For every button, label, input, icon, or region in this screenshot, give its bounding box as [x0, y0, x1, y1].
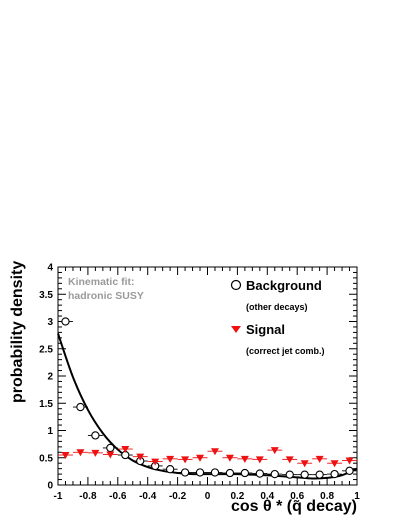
x-tick-label: 0.2: [230, 491, 244, 502]
y-tick-label: 4: [47, 263, 53, 274]
signal-point: [61, 452, 70, 460]
y-tick-label: 3.5: [39, 290, 53, 301]
x-tick-label: 0.8: [320, 491, 334, 502]
signal-point: [121, 446, 130, 454]
x-tick-label: -1: [54, 491, 63, 502]
background-point: [255, 469, 264, 478]
signal-point: [300, 460, 309, 468]
background-point: [76, 402, 85, 412]
signal-point: [285, 456, 294, 464]
y-tick-label: 0.5: [39, 453, 53, 464]
background-point: [165, 465, 175, 474]
signal-point: [106, 451, 115, 459]
signal-point: [91, 449, 100, 457]
signal-point: [345, 457, 354, 465]
x-tick-label: 0.6: [290, 491, 304, 502]
background-point: [61, 317, 70, 326]
signal-point: [315, 455, 324, 463]
signal-point: [255, 456, 264, 464]
x-tick-label: 0.4: [260, 491, 274, 502]
background-point: [330, 469, 339, 479]
x-tick-label: -0.6: [109, 491, 127, 502]
x-axis-title: cos θ * (q̃ decay): [231, 498, 357, 515]
x-tick-label: -0.2: [169, 491, 187, 502]
y-axis-title: probability density: [9, 261, 26, 403]
signal-point: [210, 448, 219, 456]
legend: Background (other decays) Signal (correc…: [230, 278, 325, 356]
annotation-line-2: hadronic SUSY: [68, 290, 144, 302]
legend-signal-sub: (correct jet comb.): [246, 346, 325, 356]
fit-curve: [57, 333, 358, 480]
y-tick-label: 2: [47, 372, 53, 383]
signal-point: [196, 454, 205, 462]
background-point: [270, 469, 279, 479]
y-tick-label: 2.5: [39, 344, 53, 355]
signal-point: [270, 447, 279, 455]
tick-labels: -1 -0.8 -0.6 -0.4 -0.2 0 0.2 0.4 0.6 0.8 1 0 0.5 1 1.5…: [39, 263, 360, 503]
background-point: [106, 443, 115, 453]
background-point: [180, 468, 190, 477]
signal-series: [61, 446, 354, 468]
x-tick-label: -0.8: [79, 491, 97, 502]
signal-point: [330, 460, 339, 468]
background-point: [91, 431, 100, 440]
x-tick-label: 1: [354, 491, 360, 502]
error-bars: [58, 321, 357, 476]
signal-point: [166, 455, 175, 463]
y-tick-label: 3: [47, 317, 53, 328]
legend-background-marker: [230, 279, 242, 291]
legend-signal-label: Signal: [246, 322, 285, 337]
x-tick-label: -0.4: [139, 491, 157, 502]
signal-point: [181, 456, 190, 464]
annotation-line-1: Kinematic fit:: [68, 276, 135, 288]
background-point: [285, 470, 294, 479]
background-series: [61, 317, 354, 479]
signal-point: [136, 453, 145, 461]
background-point: [345, 466, 354, 475]
background-point: [195, 468, 205, 477]
background-point: [240, 468, 250, 478]
y-tick-label: 0: [47, 481, 53, 492]
y-tick-label: 1: [47, 426, 53, 437]
signal-point: [76, 449, 85, 457]
x-tick-label: 0: [205, 491, 211, 502]
background-point: [300, 470, 309, 479]
legend-background-label: Background: [246, 278, 322, 293]
legend-signal-marker: [231, 326, 241, 333]
legend-background-sub: (other decays): [246, 302, 308, 312]
background-point: [225, 468, 235, 478]
signal-point: [225, 454, 234, 462]
background-point: [315, 470, 324, 479]
y-tick-label: 1.5: [39, 399, 53, 410]
signal-point: [151, 458, 160, 466]
background-point: [210, 468, 220, 477]
signal-point: [240, 455, 249, 463]
